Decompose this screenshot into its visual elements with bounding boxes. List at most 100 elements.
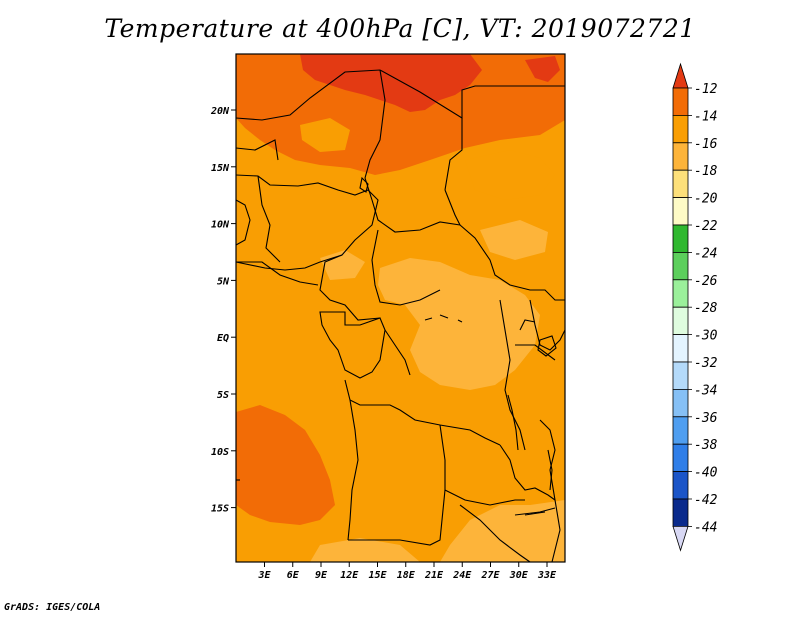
lon-tick-label: 18E bbox=[397, 570, 416, 581]
colorbar-label: -24 bbox=[694, 246, 717, 261]
contour-sw-cool bbox=[310, 538, 420, 562]
colorbar-label: -28 bbox=[694, 301, 718, 316]
colorbar-segment bbox=[672, 498, 689, 527]
contour-chad-patch bbox=[300, 118, 350, 152]
lon-tick-label: 3E bbox=[257, 570, 271, 581]
lake-victoria bbox=[537, 335, 557, 357]
colorbar-segment bbox=[672, 443, 689, 473]
colorbar-label: -22 bbox=[694, 219, 718, 234]
lon-tick-label: 15E bbox=[368, 570, 387, 581]
colorbar-label: -38 bbox=[694, 438, 718, 453]
border-line bbox=[347, 399, 359, 541]
temperature-field bbox=[236, 54, 565, 562]
lon-tick-label: 33E bbox=[537, 570, 557, 581]
border-line bbox=[235, 139, 279, 161]
contour-north-warm bbox=[300, 54, 482, 112]
colorbar-segment bbox=[672, 388, 689, 418]
colorbar-label: -16 bbox=[694, 137, 718, 152]
colorbar-cap-bottom bbox=[672, 526, 689, 552]
lake-chad bbox=[359, 176, 369, 193]
border-line bbox=[364, 69, 386, 179]
border-line bbox=[539, 419, 561, 563]
lat-tick-label: 20N bbox=[210, 106, 230, 117]
colorbar-segment bbox=[672, 197, 689, 226]
border-line bbox=[439, 424, 525, 506]
credit-text: GrADS: IGES/COLA bbox=[4, 602, 101, 613]
colorbar-segment bbox=[672, 334, 689, 363]
lakes bbox=[359, 176, 557, 516]
lake-tanganyika bbox=[507, 394, 519, 451]
colorbar-segment bbox=[672, 361, 689, 390]
map-frame bbox=[235, 53, 566, 563]
lon-tick-label: 30E bbox=[509, 570, 529, 581]
border-line bbox=[459, 504, 531, 563]
contour-central-cool bbox=[378, 258, 540, 390]
border-line bbox=[444, 189, 461, 226]
colorbar-segment bbox=[672, 471, 689, 500]
contour-angola-warm bbox=[236, 405, 335, 525]
colorbar-label: -14 bbox=[694, 109, 717, 124]
colorbar-label: -12 bbox=[694, 82, 718, 97]
contour-se-cool bbox=[440, 500, 565, 562]
border-line bbox=[236, 261, 319, 286]
map-title: Temperature at 400hPa [C], VT: 201907272… bbox=[104, 14, 696, 43]
lon-tick-label: 27E bbox=[480, 570, 500, 581]
colorbar-label: -20 bbox=[694, 192, 718, 207]
colorbar-segment bbox=[672, 279, 689, 308]
border-line bbox=[319, 311, 386, 379]
borders bbox=[235, 69, 566, 563]
border-line bbox=[364, 177, 565, 301]
colorbar-label: -42 bbox=[694, 493, 718, 508]
colorbar-segment bbox=[672, 416, 689, 445]
colorbar-label: -26 bbox=[694, 274, 718, 289]
colorbar-segment bbox=[672, 87, 689, 116]
border-line bbox=[499, 444, 556, 501]
lat-tick-label: 5S bbox=[217, 390, 229, 401]
border-line bbox=[514, 507, 556, 516]
border-line bbox=[529, 299, 566, 351]
border-line bbox=[257, 175, 281, 263]
lat-tick-label: EQ bbox=[217, 333, 229, 344]
latitude-axis: 20N 15N 10N 5N EQ 5S 10S 15S bbox=[210, 106, 236, 515]
contour-car-cool bbox=[320, 250, 365, 280]
border-line bbox=[499, 299, 526, 451]
colorbar-label: -36 bbox=[694, 411, 718, 426]
lat-tick-label: 5N bbox=[217, 276, 230, 287]
contour-sudan-patch bbox=[465, 150, 555, 200]
colorbar-label: -40 bbox=[694, 466, 718, 481]
border-line bbox=[519, 319, 536, 331]
border-line bbox=[444, 118, 463, 191]
colorbar-label: -32 bbox=[694, 356, 718, 371]
colorbar-cap-top bbox=[672, 62, 689, 89]
lat-tick-label: 15N bbox=[211, 163, 230, 174]
lat-tick-label: 15S bbox=[211, 504, 229, 515]
border-line bbox=[235, 199, 251, 246]
colorbar-label: -18 bbox=[694, 164, 718, 179]
colorbar-label: -34 bbox=[694, 383, 717, 398]
lon-tick-label: 21E bbox=[424, 570, 444, 581]
colorbar-segment bbox=[672, 224, 689, 253]
colorbar-segment bbox=[672, 251, 689, 281]
colorbar: -12 -14 -16 -18 -20 -22 -24 -26 -28 -30 -32 -34 -36 -… bbox=[672, 62, 718, 552]
colorbar-segment bbox=[672, 115, 689, 144]
border-line bbox=[348, 489, 446, 546]
lon-tick-label: 24E bbox=[452, 570, 472, 581]
longitude-axis: 3E 6E 9E 12E 15E 18E 21E 24E 27E 30E 33E bbox=[257, 562, 557, 581]
border-line bbox=[384, 329, 411, 376]
lat-tick-label: 10S bbox=[211, 447, 229, 458]
border-line bbox=[344, 379, 501, 446]
border-line bbox=[515, 344, 556, 361]
lon-tick-label: 9E bbox=[315, 570, 328, 581]
lon-tick-label: 12E bbox=[340, 570, 359, 581]
lake-malawi bbox=[547, 449, 553, 491]
colorbar-label: -30 bbox=[694, 329, 718, 344]
border-line bbox=[319, 254, 381, 321]
contour-north-warm-ne bbox=[525, 56, 560, 82]
colorbar-segment bbox=[672, 169, 689, 198]
contour-east-cool bbox=[480, 220, 548, 260]
colorbar-segment bbox=[672, 306, 689, 336]
colorbar-segment bbox=[672, 142, 689, 171]
colorbar-label: -44 bbox=[694, 520, 717, 535]
